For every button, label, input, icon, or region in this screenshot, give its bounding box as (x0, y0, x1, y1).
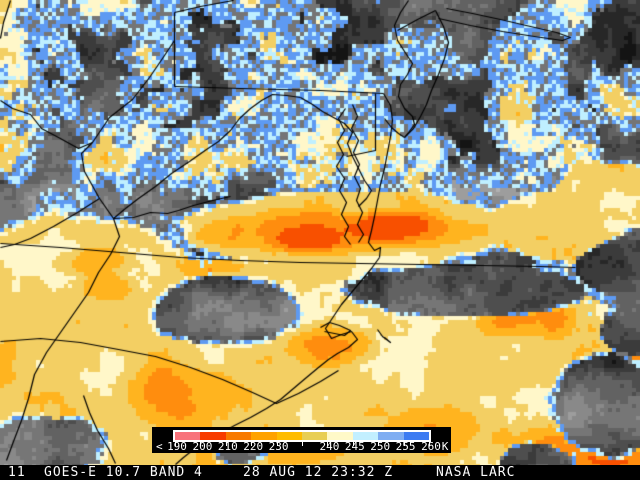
colorbar-gradient (173, 430, 431, 442)
colorbar-tick (225, 442, 227, 446)
status-bar: 11 GOES-E 10.7 BAND 4 28 AUG 12 23:32 Z … (0, 465, 640, 480)
colorbar-tick (276, 442, 278, 446)
colorbar-tick (175, 442, 176, 446)
frame-number: 11 (8, 465, 26, 480)
colorbar-tick-label: 230 (268, 440, 289, 453)
timestamp-label: 28 AUG 12 23:32 Z (243, 465, 394, 480)
colorbar-tick (403, 442, 405, 446)
colorbar-tick-label: 255 (395, 440, 416, 453)
colorbar-segment (225, 432, 252, 440)
colorbar-tick-label: 260 (421, 440, 441, 453)
colorbar-tick (200, 442, 202, 446)
colorbar-segment (251, 432, 277, 440)
colorbar-segment (302, 432, 328, 440)
colorbar-tick (251, 442, 253, 446)
colorbar-legend: < 190 200 210 220 230 240 245 250 255 260 K (152, 427, 451, 453)
colorbar-tick (302, 442, 303, 446)
colorbar-tick (378, 442, 380, 446)
colorbar-segment (200, 432, 226, 440)
colorbar-tick (429, 442, 430, 446)
colorbar-segment (352, 432, 379, 440)
source-label: NASA LARC (436, 465, 516, 480)
colorbar-tick-label: 220 (243, 440, 264, 453)
colorbar-tick (327, 442, 329, 446)
colorbar-segment (276, 432, 303, 440)
colorbar-tick-label: 245 (344, 440, 365, 453)
colorbar-unit-label: K (441, 440, 449, 453)
colorbar-segment (403, 432, 430, 440)
colorbar-tick-label: 200 (192, 440, 213, 453)
colorbar-segment (327, 432, 353, 440)
colorbar-tick-label: 250 (370, 440, 391, 453)
colorbar-tick-label: 190 (167, 440, 187, 453)
colorbar-tick (352, 442, 354, 446)
colorbar-segment (175, 432, 201, 440)
product-label: GOES-E 10.7 BAND 4 (44, 465, 203, 480)
colorbar-segment (378, 432, 404, 440)
satellite-ir-image (0, 0, 640, 465)
colorbar-tick-label: 210 (217, 440, 238, 453)
colorbar-tick-label: 240 (319, 440, 340, 453)
less-than-symbol: < (156, 440, 163, 453)
